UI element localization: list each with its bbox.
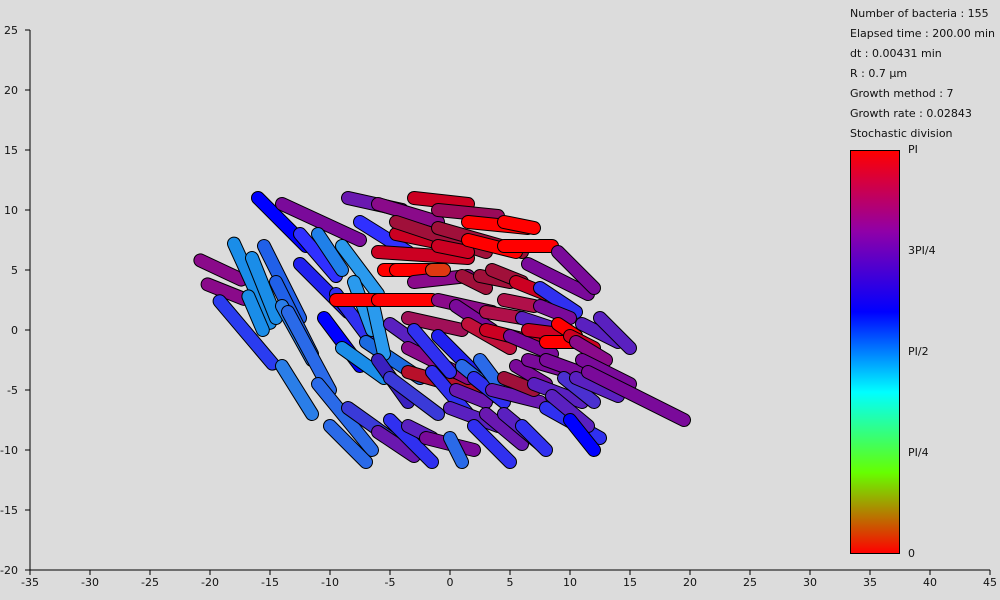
bacterium-96 [557,371,601,409]
x-tick-label: 45 [983,576,997,589]
bacterium-13 [293,227,343,283]
x-tick-label: 5 [507,576,514,589]
bacterium-104 [593,311,637,355]
y-tick-label: 10 [4,204,18,217]
x-tick-label: 30 [803,576,817,589]
x-tick-label: -25 [141,576,159,589]
bacteria-layer [193,191,691,469]
bacterium-103 [581,365,691,427]
y-tick-label: -5 [7,384,18,397]
bacterium-99 [569,335,613,367]
bacterium-60 [455,269,493,295]
colorbar-label-pi: PI [908,143,918,156]
x-tick-label: 0 [447,576,454,589]
bacterium-29 [371,425,421,463]
radius-label: R : 0.7 μm [850,67,908,80]
bacterium-47 [407,323,457,379]
bacterium-100 [569,371,625,403]
bacterium-37 [383,413,439,469]
y-tick-label: 5 [11,264,18,277]
bacterium-68 [473,353,505,391]
x-tick-label: -20 [201,576,219,589]
y-tick-label: -20 [0,564,18,577]
bacterium-11 [281,305,337,397]
x-tick-label: -5 [385,576,396,589]
bacterium-30 [371,245,475,265]
bacterium-102 [575,353,637,391]
bacterium-95 [551,245,601,295]
bacterium-4 [241,289,270,337]
y-tick-label: 15 [4,144,18,157]
bacterium-21 [335,341,391,385]
bacterium-86 [521,257,595,301]
bacterium-16 [311,377,379,457]
x-tick-label: 35 [863,576,877,589]
bacterium-1 [200,277,251,306]
x-tick-label: -10 [321,576,339,589]
bacterium-53 [431,239,475,259]
orientation-colorbar [850,150,900,554]
bacterium-10 [275,359,319,421]
bacterium-79 [503,329,559,361]
x-tick-label: 25 [743,576,757,589]
x-tick-label: 15 [623,576,637,589]
bacterium-27 [365,293,391,361]
bacterium-2 [212,294,280,371]
bacterium-93 [545,389,595,433]
bacterium-83 [515,419,553,457]
elapsed-time-label: Elapsed time : 200.00 min [850,27,995,40]
x-tick-label: -30 [81,576,99,589]
y-tick-label: -10 [0,444,18,457]
colorbar-label-3pi4: 3PI/4 [908,244,936,257]
bacterium-76 [497,293,541,313]
bacterium-20 [335,239,385,301]
bacterium-69 [479,407,529,451]
bacterium-12 [275,197,367,247]
bacterium-98 [563,413,601,457]
bacterium-15 [311,227,349,277]
dt-label: dt : 0.00431 min [850,47,942,60]
colorbar-label-0: 0 [908,547,915,560]
bacterium-34 [371,197,445,229]
x-tick-label: 20 [683,576,697,589]
bacterium-74 [497,215,541,235]
y-tick-label: -15 [0,504,18,517]
colorbar-label-pi2: PI/2 [908,345,929,358]
bacterium-3 [227,236,277,330]
x-tick-label: -35 [21,576,39,589]
y-tick-label: 0 [11,324,18,337]
bacterium-42 [401,311,469,337]
colorbar-label-pi4: PI/4 [908,446,929,459]
growth-rate-label: Growth rate : 0.02843 [850,107,972,120]
bacterium-66 [467,419,517,469]
x-tick-label: 40 [923,576,937,589]
division-mode-label: Stochastic division [850,127,953,140]
axes: -35 -30 -25 -20 -15 -10 -5 0 5 10 15 20 25 30 35 40 45 -2… [0,24,997,589]
growth-method-label: Growth method : 7 [850,87,954,100]
bacterium-51 [431,203,505,223]
bacterium-45 [407,191,475,211]
bacterium-89 [533,299,577,325]
bacterium-73 [485,383,547,409]
x-tick-label: -15 [261,576,279,589]
bacterium-88 [533,281,583,319]
bacterium-36 [383,371,445,421]
bacterium-6 [245,251,283,325]
bacterium-18 [323,419,373,469]
bacteria-count-label: Number of bacteria : 155 [850,7,989,20]
bacterium-59 [449,383,493,409]
simulation-info-panel: Number of bacteria : 155 Elapsed time : … [850,4,995,144]
y-tick-label: 25 [4,24,18,37]
x-tick-label: 10 [563,576,577,589]
bacterium-57 [443,431,469,469]
y-tick-label: 20 [4,84,18,97]
bacterium-0 [193,253,249,287]
